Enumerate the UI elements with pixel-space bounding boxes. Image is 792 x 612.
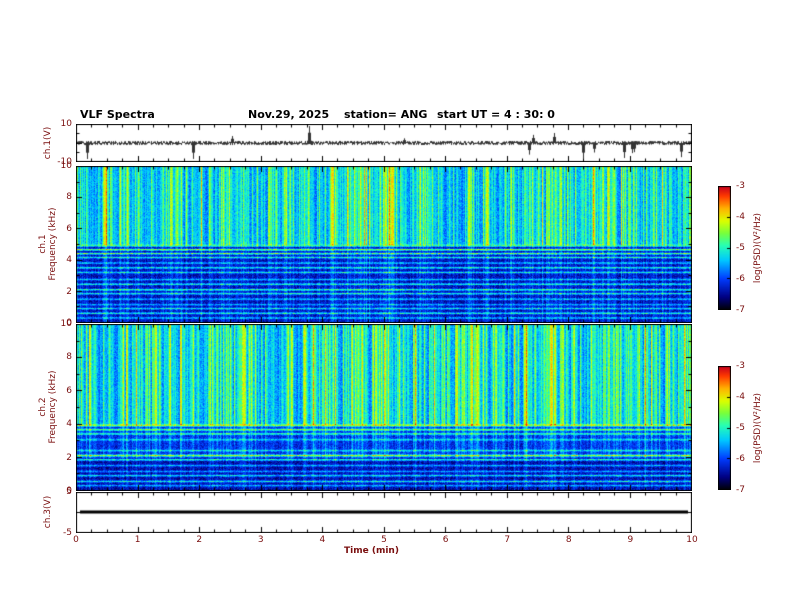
frequency-khz-label2: Frequency (kHz) — [48, 370, 58, 444]
y-tick-label: 6 — [66, 224, 72, 234]
x-tick-label: 5 — [381, 535, 387, 545]
x-tick-label: 10 — [686, 535, 698, 545]
colorbar-tick-label: -4 — [736, 212, 745, 222]
colorbar-1-label: log(PSD)(V²/Hz) — [753, 212, 763, 284]
x-tick-label: 7 — [504, 535, 511, 545]
ch2-spectrogram-canvas — [76, 324, 692, 491]
x-tick-label: 4 — [319, 535, 326, 545]
colorbar-tick-label: -5 — [736, 243, 745, 253]
colorbar-tick-label: -5 — [736, 423, 745, 433]
x-axis-title: Time (min) — [344, 546, 399, 556]
x-tick-label: 9 — [627, 535, 634, 545]
y-tick-label: 10 — [60, 119, 72, 129]
figure-date: Nov.29, 2025 — [248, 108, 330, 121]
figure-station: station= ANG — [344, 108, 428, 121]
frequency-khz-label: Frequency (kHz) — [48, 207, 58, 281]
y-tick-label: 2 — [66, 453, 72, 463]
ch1-label: ch.1 — [38, 234, 48, 254]
colorbar-tick-label: -3 — [736, 361, 745, 371]
x-tick-label: 2 — [196, 535, 203, 545]
ch3-waveform-canvas — [76, 492, 692, 533]
y-tick-label: 10 — [60, 319, 72, 329]
y-tick-label: 4 — [66, 255, 72, 265]
y-tick-label: 2 — [66, 287, 72, 297]
colorbar-1 — [718, 186, 731, 310]
x-tick-label: 3 — [257, 535, 264, 545]
colorbar-tick-label: -7 — [736, 485, 745, 495]
y-tick-label: 0 — [66, 486, 72, 496]
colorbar-tick-label: -4 — [736, 392, 745, 402]
y-tick-label: -5 — [63, 528, 72, 538]
y-tick-label: 8 — [66, 352, 72, 362]
y-tick-label: -10 — [57, 157, 72, 167]
ch2-frequency-axis-label: ch.2 Frequency (kHz) — [38, 370, 58, 443]
figure-start-ut: start UT = 4 : 30: 0 — [437, 108, 555, 121]
y-tick-label: 10 — [60, 161, 72, 171]
ch1-voltage-axis-label: ch.1(V) — [43, 126, 53, 160]
x-tick-label: 8 — [565, 535, 572, 545]
y-tick-label: 8 — [66, 192, 72, 202]
colorbar-tick-label: -6 — [736, 454, 745, 464]
colorbar-tick-label: -3 — [736, 181, 745, 191]
figure-title: VLF Spectra — [80, 108, 155, 121]
colorbar-2-label: log(PSD)(V²/Hz) — [753, 392, 763, 464]
ch1-frequency-axis-label: ch.1 Frequency (kHz) — [38, 207, 58, 280]
ch1-waveform-canvas — [76, 124, 692, 162]
colorbar-2 — [718, 366, 731, 490]
ch1-spectrogram-canvas — [76, 166, 692, 323]
y-tick-label: 5 — [66, 487, 72, 497]
x-tick-label: 6 — [442, 535, 449, 545]
x-tick-label: 0 — [73, 535, 79, 545]
y-tick-label: 0 — [66, 318, 72, 328]
ch2-label: ch.2 — [38, 397, 48, 417]
ch3-voltage-axis-label: ch.3(V) — [43, 495, 53, 529]
colorbar-tick-label: -6 — [736, 274, 745, 284]
x-tick-label: 1 — [134, 535, 141, 545]
colorbar-tick-label: -7 — [736, 305, 745, 315]
y-tick-label: 6 — [66, 386, 72, 396]
y-tick-label: 4 — [66, 419, 72, 429]
